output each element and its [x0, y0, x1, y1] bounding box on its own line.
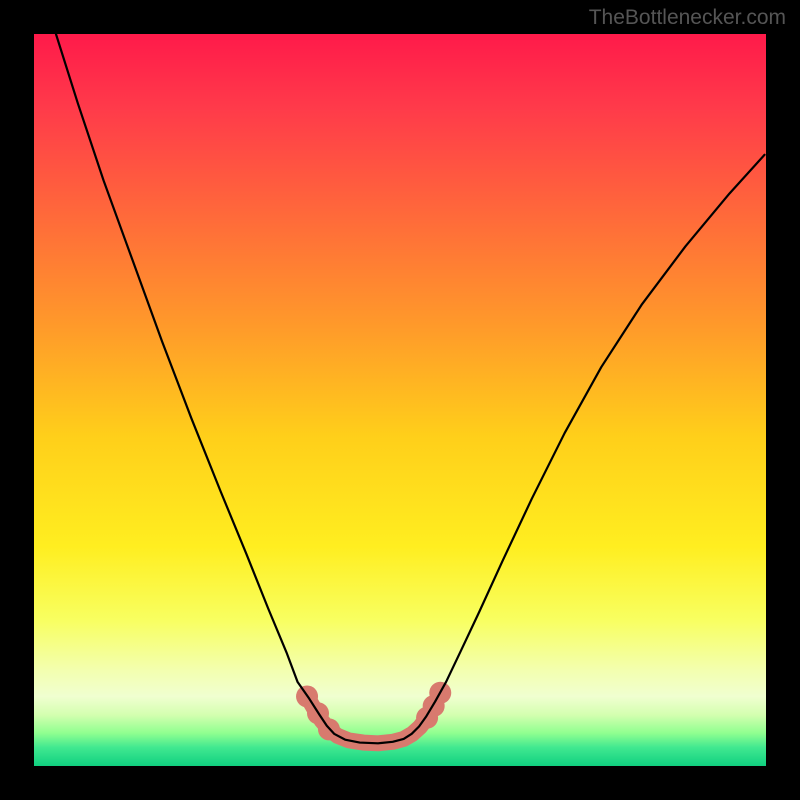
watermark-text: TheBottlenecker.com — [589, 6, 786, 30]
bottleneck-chart — [0, 0, 800, 800]
plot-background-gradient — [34, 34, 766, 766]
